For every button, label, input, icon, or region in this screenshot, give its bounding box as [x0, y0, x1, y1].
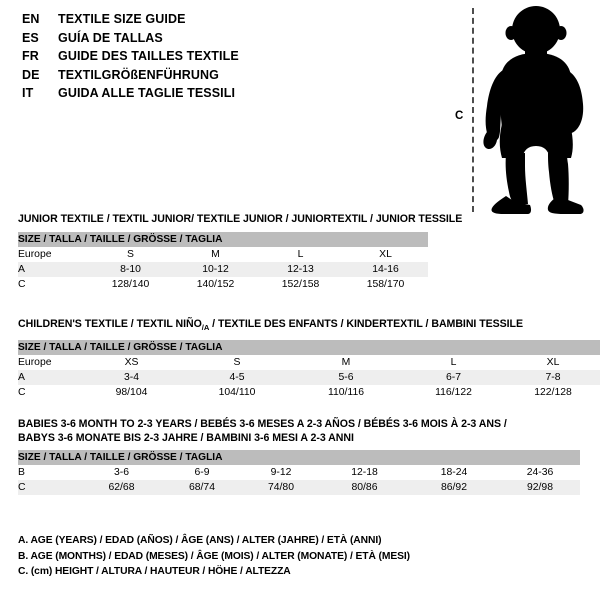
row-label: Europe	[18, 354, 80, 370]
table-cell: M	[173, 246, 258, 262]
table-band-header-row: SIZE / TALLA / TAILLE / GRÖSSE / TAGLIA	[18, 339, 600, 355]
section-title-line-2: BABYS 3-6 MONATE BIS 2-3 JAHRE / BAMBINI…	[18, 431, 354, 444]
table-cell: XL	[343, 246, 428, 262]
table-cell: 4-5	[183, 369, 291, 385]
table-cell: 12-13	[258, 261, 343, 277]
language-code: ES	[22, 30, 39, 45]
table-cell: 122/128	[506, 384, 600, 400]
table-cell: L	[258, 246, 343, 262]
table-cell: 86/92	[408, 480, 500, 495]
language-title: GUIDE DES TAILLES TEXTILE	[58, 49, 239, 63]
section-title-line-1: BABIES 3-6 MONTH TO 2-3 YEARS / BEBÉS 3-…	[18, 418, 507, 430]
legend-line-b: B. AGE (MONTHS) / EDAD (MESES) / ÂGE (MO…	[18, 550, 410, 562]
table-cell: 6-7	[401, 369, 506, 385]
band-header-label: SIZE / TALLA / TAILLE / GRÖSSE / TAGLIA	[18, 231, 428, 247]
legend-line-c: C. (cm) HEIGHT / ALTURA / HAUTEUR / HÖHE…	[18, 566, 291, 577]
table-row: C 128/140 140/152 152/158 158/170	[18, 276, 428, 292]
table-cell: 3-6	[80, 465, 163, 480]
table-cell: 14-16	[343, 261, 428, 277]
section-babies-textile: BABIES 3-6 MONTH TO 2-3 YEARS / BEBÉS 3-…	[18, 418, 580, 495]
table-cell: 116/122	[401, 384, 506, 400]
section-title: JUNIOR TEXTILE / TEXTIL JUNIOR/ TEXTILE …	[18, 213, 463, 225]
table-cell: 152/158	[258, 276, 343, 292]
language-title: GUIDA ALLE TAGLIE TESSILI	[58, 86, 236, 100]
table-cell: 98/104	[80, 384, 183, 400]
table-cell: 18-24	[408, 465, 500, 480]
table-cell: 7-8	[506, 369, 600, 385]
table-cell: 62/68	[80, 480, 163, 495]
table-cell: XS	[80, 354, 183, 370]
junior-size-table: SIZE / TALLA / TAILLE / GRÖSSE / TAGLIA …	[18, 231, 428, 292]
section-title-post: / TEXTILE DES ENFANTS / KINDERTEXTIL / B…	[209, 318, 523, 330]
table-cell: 3-4	[80, 369, 183, 385]
language-code: DE	[22, 67, 40, 82]
babies-size-table: SIZE / TALLA / TAILLE / GRÖSSE / TAGLIA …	[18, 450, 580, 495]
table-cell: 5-6	[291, 369, 401, 385]
table-cell: 80/86	[321, 480, 408, 495]
table-row: C 98/104 104/110 110/116 116/122 122/128	[18, 384, 600, 400]
row-label: C	[18, 480, 80, 495]
language-title: TEXTILE SIZE GUIDE	[58, 12, 186, 26]
legend-block: A. AGE (YEARS) / EDAD (AÑOS) / ÂGE (ANS)…	[18, 533, 410, 580]
language-title: TEXTILGRÖßENFÜHRUNG	[58, 67, 219, 82]
table-row: A 8-10 10-12 12-13 14-16	[18, 261, 428, 277]
table-cell: 104/110	[183, 384, 291, 400]
table-cell: 9-12	[241, 465, 321, 480]
legend-line-a: A. AGE (YEARS) / EDAD (AÑOS) / ÂGE (ANS)…	[18, 535, 382, 546]
table-cell: 128/140	[88, 276, 173, 292]
section-childrens-textile: CHILDREN'S TEXTILE / TEXTIL NIÑO/A / TEX…	[18, 318, 600, 400]
height-marker-label: C	[455, 110, 464, 122]
table-cell: 74/80	[241, 480, 321, 495]
table-cell: XL	[506, 354, 600, 370]
height-measurement-figure: C	[440, 4, 600, 216]
section-title: CHILDREN'S TEXTILE / TEXTIL NIÑO/A / TEX…	[18, 318, 600, 335]
table-row: C 62/68 68/74 74/80 80/86 86/92 92/98	[18, 480, 580, 495]
language-row: DE TEXTILGRÖßENFÜHRUNG	[22, 68, 422, 87]
table-cell: S	[88, 246, 173, 262]
language-row: ES GUÍA DE TALLAS	[22, 31, 422, 50]
table-band-header-row: SIZE / TALLA / TAILLE / GRÖSSE / TAGLIA	[18, 450, 580, 465]
table-cell: L	[401, 354, 506, 370]
table-row: B 3-6 6-9 9-12 12-18 18-24 24-36	[18, 465, 580, 480]
table-row: Europe XS S M L XL	[18, 354, 600, 370]
language-row: FR GUIDE DES TAILLES TEXTILE	[22, 49, 422, 68]
table-band-header-row: SIZE / TALLA / TAILLE / GRÖSSE / TAGLIA	[18, 231, 428, 247]
language-code: EN	[22, 12, 40, 26]
row-label: C	[18, 276, 88, 292]
language-title-block: EN TEXTILE SIZE GUIDE ES GUÍA DE TALLAS …	[22, 12, 422, 105]
table-row: A 3-4 4-5 5-6 6-7 7-8	[18, 369, 600, 385]
row-label: B	[18, 465, 80, 480]
band-header-label: SIZE / TALLA / TAILLE / GRÖSSE / TAGLIA	[18, 450, 580, 465]
row-label: C	[18, 384, 80, 400]
table-cell: 158/170	[343, 276, 428, 292]
table-row: Europe S M L XL	[18, 246, 428, 262]
table-cell: 140/152	[173, 276, 258, 292]
row-label: A	[18, 261, 88, 277]
table-cell: S	[183, 354, 291, 370]
language-row: IT GUIDA ALLE TAGLIE TESSILI	[22, 86, 422, 105]
table-cell: 8-10	[88, 261, 173, 277]
section-title-pre: CHILDREN'S TEXTILE / TEXTIL NIÑO	[18, 318, 202, 330]
table-cell: 68/74	[163, 480, 241, 495]
table-cell: 12-18	[321, 465, 408, 480]
children-size-table: SIZE / TALLA / TAILLE / GRÖSSE / TAGLIA …	[18, 339, 600, 400]
band-header-label: SIZE / TALLA / TAILLE / GRÖSSE / TAGLIA	[18, 339, 600, 355]
height-dashed-line	[472, 8, 474, 212]
table-cell: 110/116	[291, 384, 401, 400]
language-title: GUÍA DE TALLAS	[58, 30, 163, 45]
language-code: FR	[22, 49, 39, 63]
table-cell: M	[291, 354, 401, 370]
child-silhouette-icon	[483, 6, 584, 214]
table-cell: 24-36	[500, 465, 580, 480]
row-label: Europe	[18, 246, 88, 262]
section-junior-textile: JUNIOR TEXTILE / TEXTIL JUNIOR/ TEXTILE …	[18, 213, 462, 292]
table-cell: 10-12	[173, 261, 258, 277]
table-cell: 92/98	[500, 480, 580, 495]
section-title-subscript: /A	[201, 323, 210, 333]
language-row: EN TEXTILE SIZE GUIDE	[22, 12, 422, 31]
row-label: A	[18, 369, 80, 385]
language-code: IT	[22, 86, 34, 100]
table-cell: 6-9	[163, 465, 241, 480]
